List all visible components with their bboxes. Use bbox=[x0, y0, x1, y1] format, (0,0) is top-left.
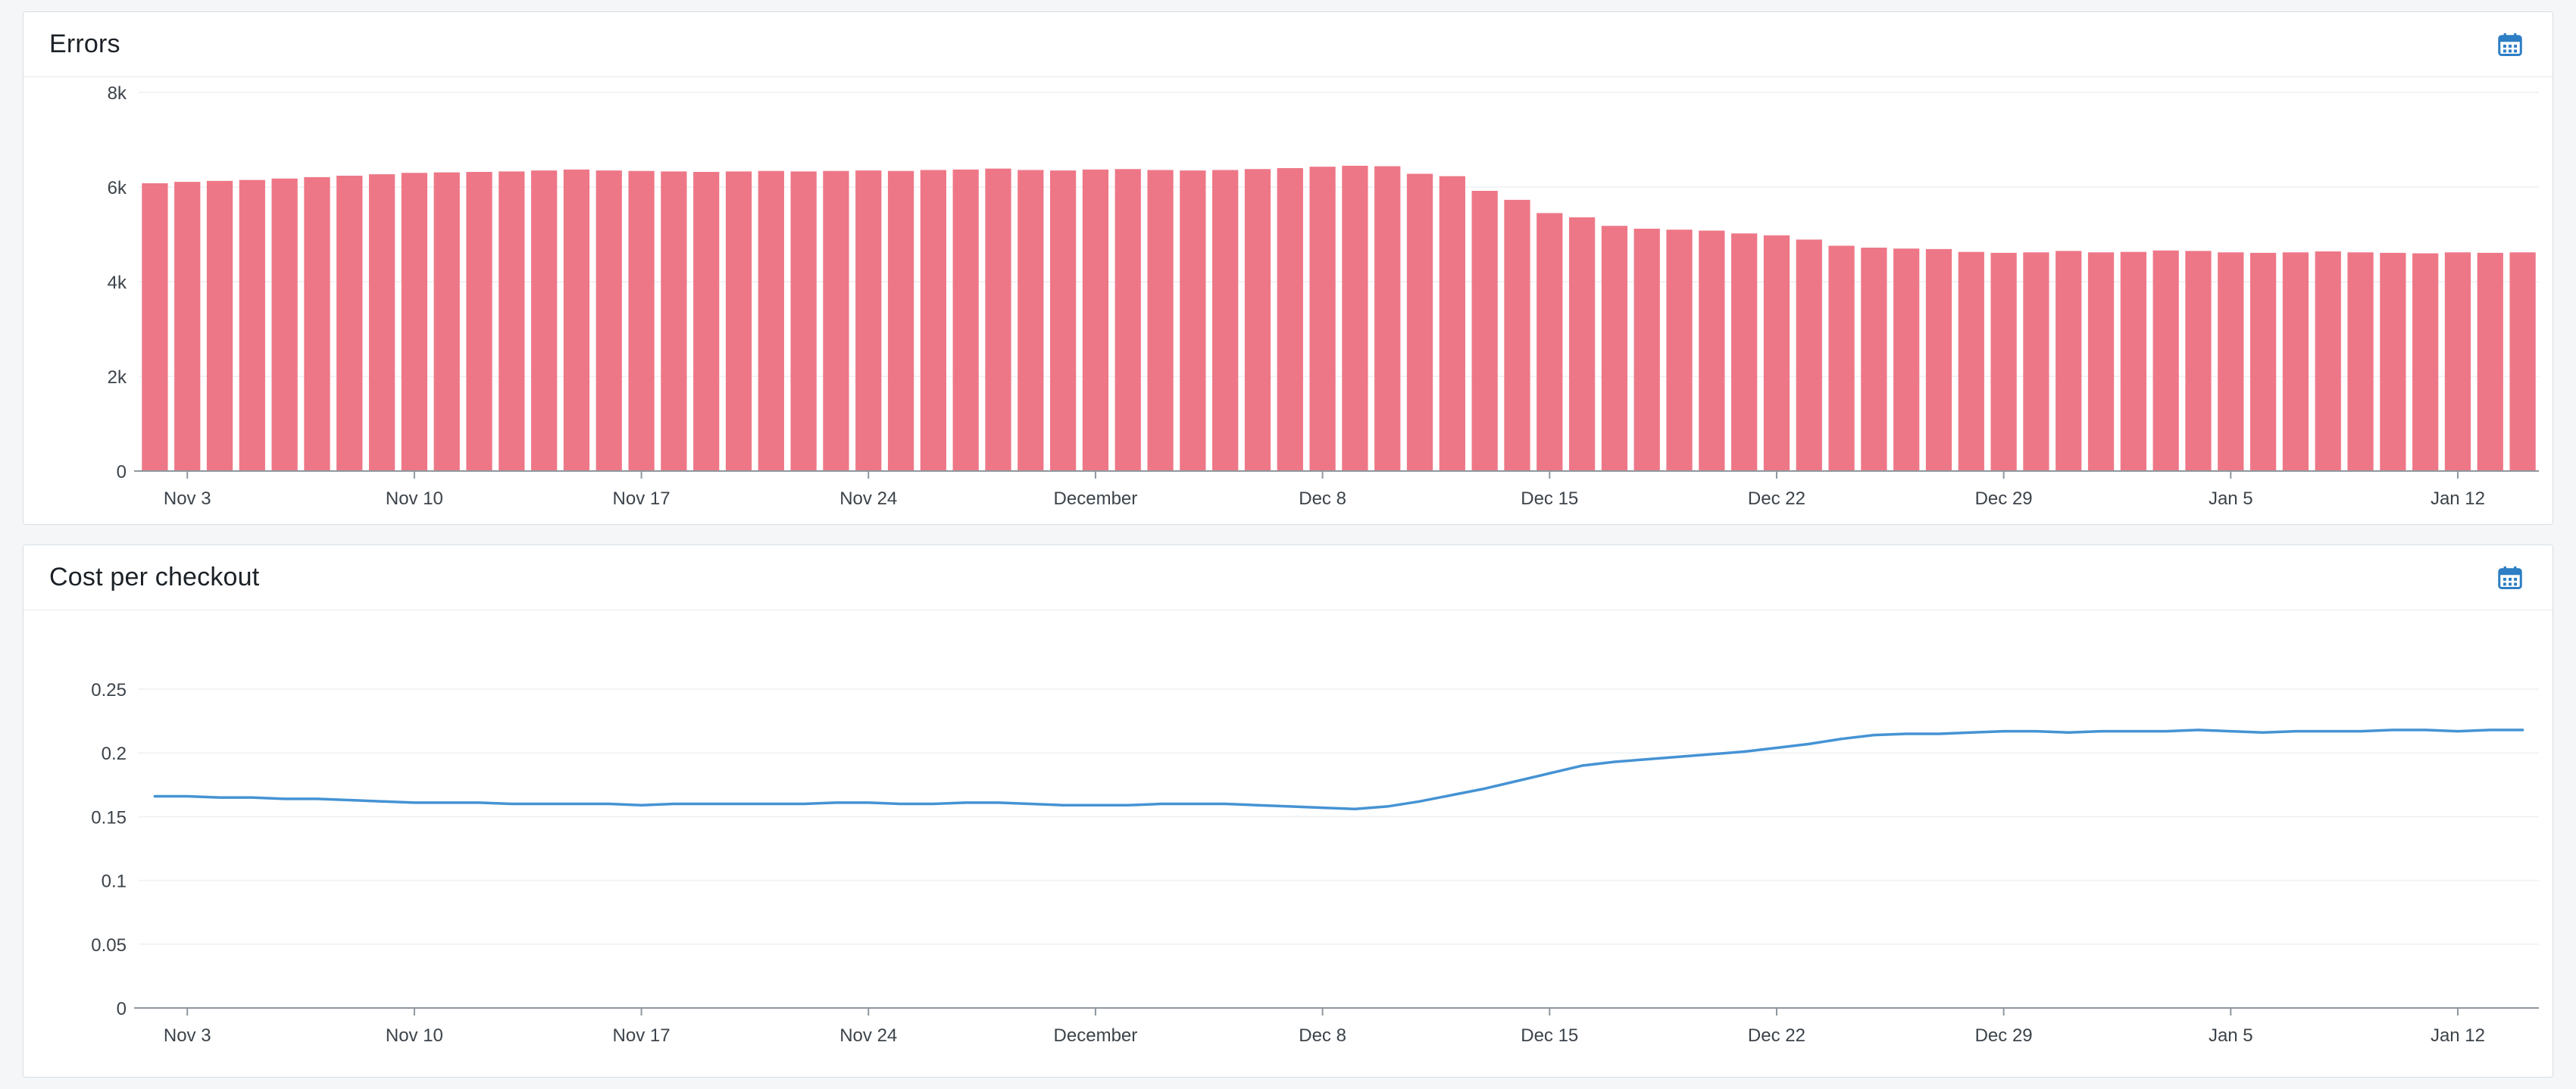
calendar-icon[interactable] bbox=[2493, 28, 2527, 61]
svg-text:6k: 6k bbox=[108, 178, 127, 198]
svg-text:Nov 3: Nov 3 bbox=[164, 488, 211, 509]
svg-text:Jan 5: Jan 5 bbox=[2209, 1025, 2253, 1046]
svg-text:Dec 15: Dec 15 bbox=[1521, 1025, 1578, 1046]
svg-text:Nov 17: Nov 17 bbox=[613, 488, 671, 509]
svg-text:December: December bbox=[1054, 1025, 1138, 1046]
svg-text:0: 0 bbox=[117, 462, 127, 482]
svg-text:Dec 29: Dec 29 bbox=[1975, 1025, 2033, 1046]
svg-text:0.25: 0.25 bbox=[91, 680, 127, 701]
svg-text:Dec 22: Dec 22 bbox=[1748, 488, 1805, 509]
svg-text:Nov 24: Nov 24 bbox=[839, 1025, 897, 1046]
svg-text:0.05: 0.05 bbox=[91, 935, 127, 956]
svg-text:Jan 5: Jan 5 bbox=[2209, 488, 2253, 509]
cost-per-checkout-panel: Cost per checkout bbox=[23, 544, 2553, 1078]
svg-text:Dec 8: Dec 8 bbox=[1299, 488, 1346, 509]
cost-per-checkout-panel-title: Cost per checkout bbox=[49, 563, 260, 591]
svg-text:Dec 29: Dec 29 bbox=[1975, 488, 2033, 509]
svg-text:8k: 8k bbox=[108, 83, 127, 104]
svg-text:Jan 12: Jan 12 bbox=[2431, 488, 2485, 509]
svg-text:4k: 4k bbox=[108, 273, 127, 293]
svg-text:Jan 12: Jan 12 bbox=[2431, 1025, 2485, 1046]
errors-bar-chart[interactable]: 0 2k 4k 6k 8k Nov 3 Nov 10 Nov 17 Nov 24 December… bbox=[23, 77, 2553, 524]
svg-text:0.2: 0.2 bbox=[102, 744, 127, 764]
errors-panel-title: Errors bbox=[49, 30, 120, 58]
errors-panel: Errors 0 2k 4k 6k 8 bbox=[23, 11, 2553, 525]
svg-text:Nov 3: Nov 3 bbox=[164, 1025, 211, 1046]
svg-text:Nov 10: Nov 10 bbox=[386, 1025, 443, 1046]
svg-text:Nov 10: Nov 10 bbox=[386, 488, 443, 509]
svg-text:Dec 8: Dec 8 bbox=[1299, 1025, 1346, 1046]
svg-text:Dec 22: Dec 22 bbox=[1748, 1025, 1805, 1046]
svg-text:2k: 2k bbox=[108, 367, 127, 388]
calendar-icon[interactable] bbox=[2493, 561, 2527, 594]
svg-text:Nov 17: Nov 17 bbox=[613, 1025, 671, 1046]
cost-per-checkout-line-chart[interactable]: 0 0.05 0.1 0.15 0.2 0.25 Nov 3 Nov 10 Nov 17 Nov … bbox=[23, 610, 2553, 1077]
cost-per-checkout-panel-header: Cost per checkout bbox=[23, 545, 2553, 610]
svg-text:0.1: 0.1 bbox=[102, 872, 127, 892]
errors-panel-header: Errors bbox=[23, 12, 2553, 77]
svg-text:Dec 15: Dec 15 bbox=[1521, 488, 1578, 509]
svg-text:0: 0 bbox=[117, 999, 127, 1019]
svg-text:Nov 24: Nov 24 bbox=[839, 488, 897, 509]
svg-text:December: December bbox=[1054, 488, 1138, 509]
svg-text:0.15: 0.15 bbox=[91, 807, 127, 828]
